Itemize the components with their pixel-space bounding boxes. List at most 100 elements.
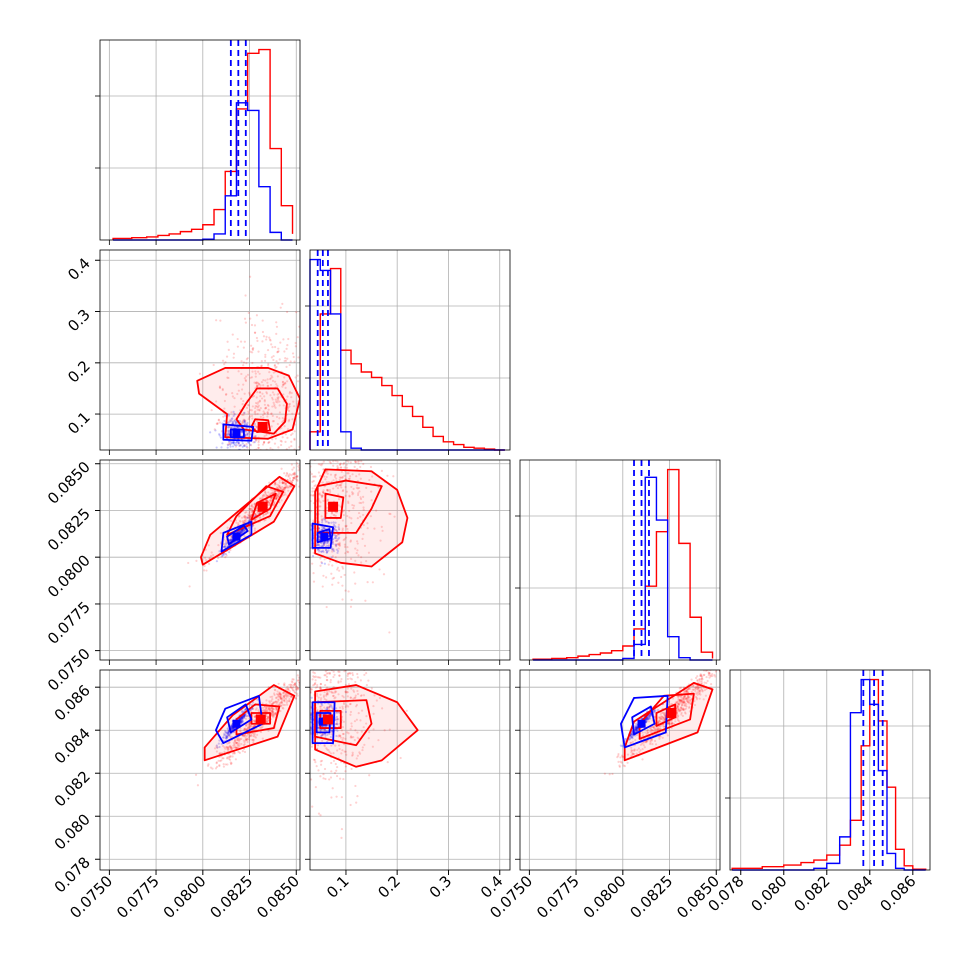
- sample-point-red: [253, 720, 257, 724]
- sample-point-red: [354, 784, 357, 788]
- sample-point-red: [220, 555, 223, 558]
- sample-point-red: [273, 470, 275, 472]
- sample-point-red: [357, 427, 359, 429]
- sample-point-red: [227, 734, 230, 737]
- sample-point-red: [342, 395, 344, 397]
- sample-point-red: [334, 485, 338, 488]
- sample-point-red: [346, 691, 349, 694]
- sample-point-red: [323, 475, 326, 478]
- sample-point-blue: [226, 735, 229, 739]
- sample-point-red: [286, 540, 288, 542]
- sample-point-red: [305, 674, 307, 676]
- sample-point-red: [333, 771, 337, 775]
- sample-point-red: [314, 661, 316, 663]
- sample-point-red: [227, 745, 230, 749]
- sample-point-red: [363, 436, 365, 438]
- sample-point-red: [273, 403, 276, 406]
- sample-point-red: [284, 381, 287, 385]
- sample-point-red: [247, 726, 250, 729]
- sample-point-red: [242, 418, 245, 421]
- sample-point-red: [347, 551, 350, 554]
- sample-point-blue: [322, 543, 325, 546]
- sample-point-blue: [327, 549, 330, 552]
- sample-point-red: [246, 728, 249, 731]
- sample-point-red: [258, 408, 261, 411]
- sample-point-red: [340, 827, 344, 831]
- sample-point-blue: [232, 410, 235, 413]
- sample-point-blue: [234, 422, 237, 425]
- sample-point-red: [261, 549, 263, 551]
- sample-point-red: [362, 506, 365, 509]
- sample-point-red: [313, 397, 315, 399]
- sample-point-red: [341, 660, 343, 662]
- sample-point-red: [297, 676, 300, 679]
- sample-point-red: [265, 708, 268, 711]
- sample-point-red: [289, 485, 292, 488]
- sample-point-blue: [224, 542, 227, 545]
- sample-point-red: [334, 539, 337, 542]
- sample-point-red: [292, 476, 296, 480]
- sample-point-red: [224, 540, 228, 543]
- sample-point-red: [360, 556, 363, 559]
- sample-point-red: [375, 699, 378, 702]
- sample-point-red: [354, 705, 358, 708]
- sample-point-red: [262, 416, 265, 420]
- sample-point-blue: [232, 727, 235, 730]
- sample-point-red: [228, 755, 231, 758]
- sample-point-red: [373, 527, 376, 530]
- sample-point-red: [305, 690, 307, 692]
- sample-point-red: [277, 492, 280, 495]
- sample-point-red: [256, 406, 260, 409]
- sample-point-red: [368, 478, 371, 482]
- sample-point-red: [238, 737, 241, 741]
- sample-point-red: [313, 401, 315, 403]
- sample-point-blue: [237, 441, 240, 444]
- sample-point-red: [335, 769, 338, 772]
- sample-point-red: [272, 504, 275, 507]
- sample-point-red: [296, 374, 299, 377]
- sample-point-red: [272, 358, 275, 362]
- sample-point-red: [285, 484, 289, 487]
- sample-point-blue: [326, 541, 330, 544]
- sample-point-red: [282, 382, 286, 386]
- sample-point-red: [258, 391, 261, 394]
- sample-point-red: [330, 572, 333, 575]
- sample-point-blue: [243, 411, 246, 414]
- sample-point-red: [357, 462, 360, 465]
- sample-point-blue: [251, 701, 254, 704]
- sample-point-blue: [243, 715, 246, 718]
- sample-point-blue: [321, 549, 324, 552]
- sample-point-red: [283, 350, 286, 353]
- sample-point-red: [325, 747, 328, 750]
- sample-point-red: [348, 672, 351, 675]
- sample-point-red: [333, 474, 337, 477]
- sample-point-red: [252, 441, 255, 444]
- sample-point-red: [302, 770, 304, 772]
- sample-point-blue: [244, 708, 247, 711]
- sample-point-red: [287, 688, 290, 691]
- sample-point-red: [272, 716, 275, 719]
- sample-point-red: [319, 775, 322, 778]
- sample-point-red: [332, 691, 335, 694]
- sample-point-red: [251, 351, 254, 354]
- sample-point-red: [238, 742, 241, 745]
- sample-point-red: [287, 474, 290, 477]
- sample-point-blue: [244, 434, 247, 437]
- sample-point-red: [288, 392, 291, 395]
- sample-point-red: [353, 645, 355, 647]
- sample-point-red: [303, 709, 305, 711]
- sample-point-red: [283, 682, 286, 685]
- sample-point-red: [304, 438, 306, 440]
- sample-point-blue: [334, 534, 337, 537]
- sample-point-red: [248, 391, 251, 394]
- sample-point-red: [347, 683, 351, 686]
- sample-point-red: [260, 470, 262, 472]
- sample-point-red: [305, 345, 307, 347]
- sample-point-red: [346, 445, 348, 447]
- sample-point-red: [252, 734, 255, 738]
- sample-point-red: [290, 474, 293, 477]
- sample-point-red: [254, 708, 258, 711]
- sample-point-red: [306, 715, 308, 717]
- sample-point-red: [336, 720, 339, 723]
- sample-point-red: [363, 433, 365, 435]
